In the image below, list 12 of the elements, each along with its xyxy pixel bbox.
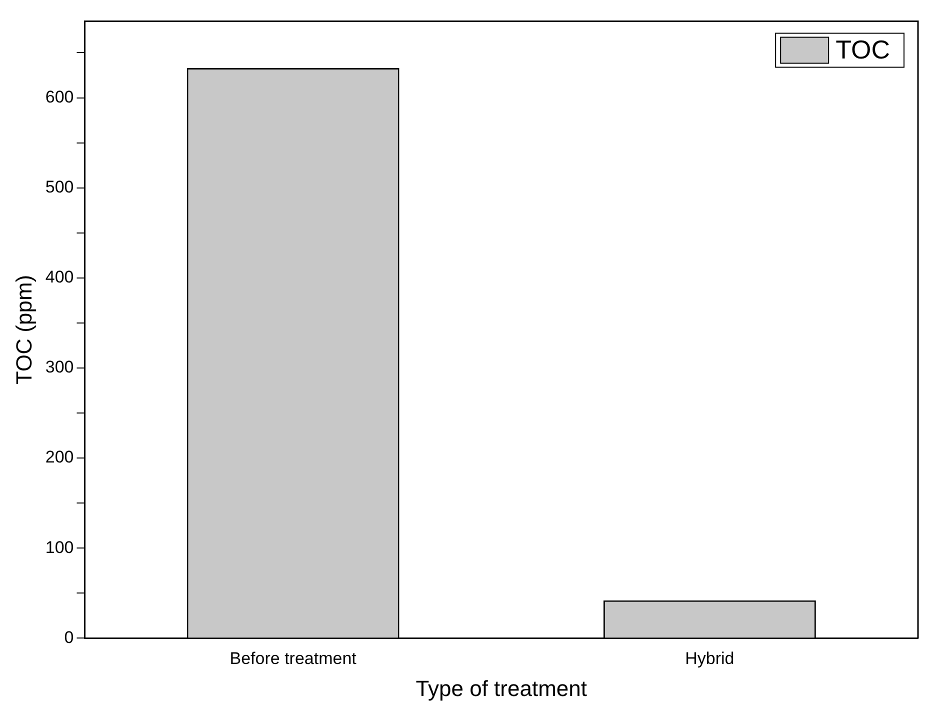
y-tick-label: 400 [45, 268, 74, 287]
y-tick-label: 200 [45, 448, 74, 467]
y-tick-label: 600 [45, 87, 74, 106]
y-tick-label: 300 [45, 358, 74, 377]
legend-label: TOC [836, 34, 890, 64]
y-tick-label: 0 [64, 628, 74, 647]
x-axis-title: Type of treatment [416, 676, 587, 701]
x-tick-label: Before treatment [230, 649, 357, 668]
y-tick-label: 100 [45, 538, 74, 557]
y-axis-title: TOC (ppm) [11, 274, 36, 385]
y-tick-label: 500 [45, 178, 74, 197]
x-tick-label: Hybrid [685, 649, 734, 668]
